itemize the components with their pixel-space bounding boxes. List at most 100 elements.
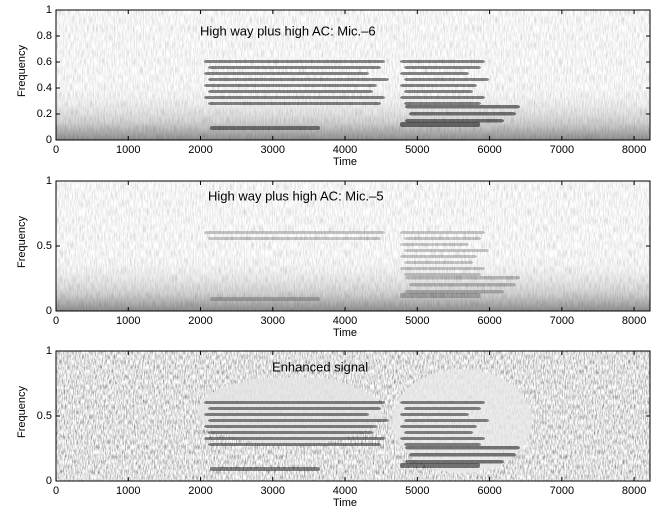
texture	[400, 96, 485, 99]
y-tick-label: 0	[46, 305, 52, 317]
x-axis-label: Time	[333, 156, 357, 168]
x-tick-label: 4000	[333, 315, 357, 327]
texture	[204, 413, 369, 416]
x-tick-label: 6000	[477, 144, 501, 156]
x-tick-label: 4000	[333, 485, 357, 497]
texture	[405, 276, 520, 280]
x-tick-label: 2000	[188, 315, 212, 327]
x-tick-label: 6000	[477, 485, 501, 497]
texture	[400, 425, 477, 428]
texture	[404, 431, 473, 434]
x-axis-label: Time	[333, 327, 357, 339]
texture	[208, 443, 381, 446]
texture	[409, 112, 516, 116]
axes-frame	[55, 9, 651, 141]
texture	[204, 401, 385, 404]
texture	[404, 90, 473, 93]
texture	[198, 377, 382, 445]
spectrogram	[56, 181, 650, 311]
chart-title: Enhanced signal	[272, 359, 368, 374]
texture	[208, 90, 373, 93]
y-tick-label: 0.4	[37, 82, 52, 94]
texture	[204, 72, 369, 75]
texture	[204, 84, 377, 87]
texture	[404, 102, 481, 105]
texture	[208, 237, 381, 240]
x-tick-label: 2000	[188, 144, 212, 156]
texture	[400, 231, 485, 234]
texture	[404, 66, 481, 69]
texture	[400, 437, 485, 440]
x-tick-label: 8000	[622, 144, 646, 156]
x-tick-label: 0	[53, 315, 59, 327]
x-tick-label: 3000	[261, 315, 285, 327]
x-tick-label: 5000	[405, 144, 429, 156]
texture	[400, 60, 485, 63]
texture	[404, 78, 489, 81]
texture	[208, 419, 389, 422]
x-tick-label: 0	[53, 144, 59, 156]
texture	[210, 126, 320, 130]
x-tick-label: 8000	[622, 315, 646, 327]
chart-title: High way plus high AC: Mic.–5	[208, 188, 384, 203]
x-tick-label: 6000	[477, 315, 501, 327]
chart-title: High way plus high AC: Mic.–6	[200, 23, 376, 38]
texture	[404, 273, 481, 276]
x-tick-label: 3000	[261, 485, 285, 497]
x-tick-label: 7000	[550, 485, 574, 497]
texture	[204, 437, 385, 440]
texture	[404, 419, 489, 422]
texture	[400, 243, 469, 246]
y-tick-label: 0.8	[37, 30, 52, 42]
x-axis-label: Time	[333, 497, 357, 509]
y-tick-label: 0.6	[37, 56, 52, 68]
spectrogram	[56, 10, 650, 140]
texture	[404, 407, 481, 410]
x-tick-label: 8000	[622, 485, 646, 497]
x-tick-label: 5000	[405, 315, 429, 327]
texture	[400, 72, 469, 75]
texture	[400, 413, 469, 416]
texture	[204, 96, 385, 99]
y-tick-label: 0	[46, 475, 52, 487]
texture	[204, 425, 377, 428]
texture	[404, 249, 489, 252]
texture	[405, 290, 504, 294]
spectrogram	[56, 351, 650, 481]
x-tick-label: 1000	[116, 144, 140, 156]
texture	[404, 443, 481, 446]
y-tick-label: 1	[46, 4, 52, 16]
texture	[400, 122, 480, 127]
texture	[56, 252, 650, 311]
x-tick-label: 7000	[550, 315, 574, 327]
texture	[404, 261, 473, 264]
texture	[400, 463, 480, 468]
texture	[400, 267, 485, 270]
texture	[405, 119, 504, 123]
x-tick-label: 1000	[116, 485, 140, 497]
texture	[208, 407, 381, 410]
y-tick-label: 1	[46, 175, 52, 187]
texture	[405, 105, 520, 109]
y-tick-label: 0.5	[37, 410, 52, 422]
x-tick-label: 4000	[333, 144, 357, 156]
texture	[405, 460, 504, 464]
texture	[409, 283, 516, 287]
texture	[208, 66, 381, 69]
y-tick-label: 0	[46, 134, 52, 146]
y-tick-label: 0.2	[37, 108, 52, 120]
x-tick-label: 5000	[405, 485, 429, 497]
y-axis-label: Frequency	[16, 45, 28, 97]
texture	[400, 84, 477, 87]
texture	[208, 78, 389, 81]
texture	[204, 231, 385, 234]
x-tick-label: 7000	[550, 144, 574, 156]
y-axis-label: Frequency	[16, 216, 28, 268]
texture	[400, 293, 480, 298]
texture	[210, 297, 320, 301]
texture	[404, 237, 481, 240]
texture	[405, 446, 520, 450]
texture	[210, 467, 320, 471]
texture	[400, 255, 477, 258]
texture	[409, 453, 516, 457]
